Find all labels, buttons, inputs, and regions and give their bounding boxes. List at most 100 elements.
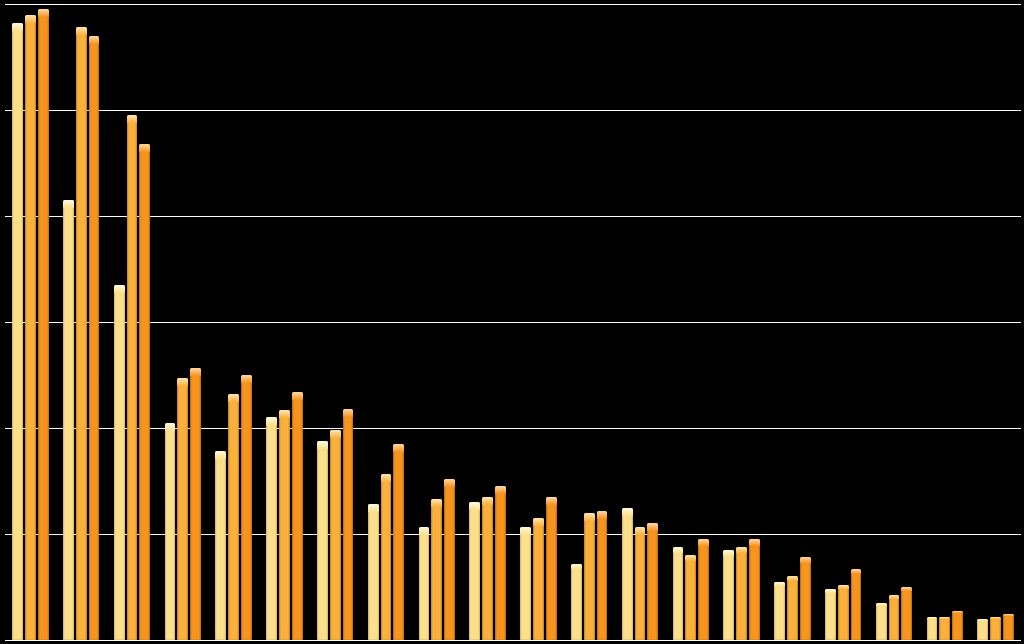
bar-top-highlight [927, 617, 938, 619]
bar-top-highlight [698, 539, 709, 546]
bar [317, 441, 328, 640]
bar [787, 576, 798, 640]
bar [546, 497, 557, 640]
bar [127, 115, 138, 640]
bar [825, 589, 836, 640]
bar [927, 617, 938, 640]
bar [990, 617, 1001, 640]
bar-top-highlight [63, 200, 74, 208]
bar [520, 527, 531, 640]
bar-group [927, 4, 964, 640]
bar [139, 144, 150, 640]
bar-group [419, 4, 456, 640]
bar-top-highlight [787, 576, 798, 580]
bar-top-highlight [12, 23, 23, 31]
bar [482, 497, 493, 640]
bar [723, 550, 734, 640]
bar [419, 527, 430, 640]
bar [76, 27, 87, 640]
bar [12, 23, 23, 640]
bar [851, 569, 862, 640]
bar-top-highlight [774, 582, 785, 586]
bar-top-highlight [292, 392, 303, 400]
bar-top-highlight [800, 557, 811, 563]
bar-top-highlight [127, 115, 138, 123]
bar [736, 547, 747, 640]
bar-top-highlight [190, 368, 201, 376]
bar-group [571, 4, 608, 640]
bar [444, 479, 455, 640]
bar [838, 585, 849, 640]
bar [89, 36, 100, 640]
bar [292, 392, 303, 640]
bar-top-highlight [533, 518, 544, 526]
bar [685, 555, 696, 640]
bar [431, 499, 442, 640]
bar [165, 423, 176, 640]
bar-top-highlight [495, 486, 506, 494]
bar-top-highlight [571, 564, 582, 569]
bar [800, 557, 811, 640]
bar-top-highlight [685, 555, 696, 561]
bar-top-highlight [317, 441, 328, 449]
bar-top-highlight [647, 523, 658, 531]
bar [469, 502, 480, 640]
bar-group [723, 4, 760, 640]
bar-top-highlight [901, 587, 912, 591]
bar-top-highlight [723, 550, 734, 556]
bar-group [368, 4, 405, 640]
bar-group [165, 4, 202, 640]
bar [114, 285, 125, 640]
bar-top-highlight [889, 595, 900, 598]
bar [939, 617, 950, 640]
bar-top-highlight [381, 474, 392, 482]
bar-top-highlight [635, 527, 646, 535]
bar [215, 451, 226, 640]
bar-group [215, 4, 252, 640]
bar-group [622, 4, 659, 640]
bar-top-highlight [673, 547, 684, 554]
bar-group [469, 4, 506, 640]
bar [635, 527, 646, 640]
bar [381, 474, 392, 640]
bar-group [114, 4, 151, 640]
bar [749, 539, 760, 640]
bar [266, 417, 277, 640]
bar-top-highlight [749, 539, 760, 546]
bar-group [876, 4, 913, 640]
bar-top-highlight [89, 36, 100, 44]
bar [368, 504, 379, 640]
bar [63, 200, 74, 640]
bar [673, 547, 684, 640]
bar [38, 9, 49, 640]
bar [584, 513, 595, 640]
bar [889, 595, 900, 640]
bar-top-highlight [279, 410, 290, 418]
bar-top-highlight [330, 430, 341, 438]
bars-layer [5, 4, 1021, 640]
bar [228, 394, 239, 640]
bar-group [774, 4, 811, 640]
bar-group [266, 4, 303, 640]
bar-top-highlight [266, 417, 277, 425]
bar-top-highlight [584, 513, 595, 521]
bar [330, 430, 341, 640]
bar-top-highlight [597, 511, 608, 519]
bar-top-highlight [1003, 614, 1014, 616]
bar-group [520, 4, 557, 640]
bar [533, 518, 544, 640]
bar [241, 375, 252, 640]
bar-top-highlight [431, 499, 442, 507]
bar [393, 444, 404, 640]
bar [571, 564, 582, 640]
bar-top-highlight [177, 378, 188, 386]
bar-top-highlight [343, 409, 354, 417]
bar [343, 409, 354, 640]
bar-group [317, 4, 354, 640]
bar-top-highlight [851, 569, 862, 574]
bar-top-highlight [736, 547, 747, 554]
bar [177, 378, 188, 640]
bar-top-highlight [215, 451, 226, 459]
bar-top-highlight [939, 617, 950, 619]
bar [647, 523, 658, 640]
